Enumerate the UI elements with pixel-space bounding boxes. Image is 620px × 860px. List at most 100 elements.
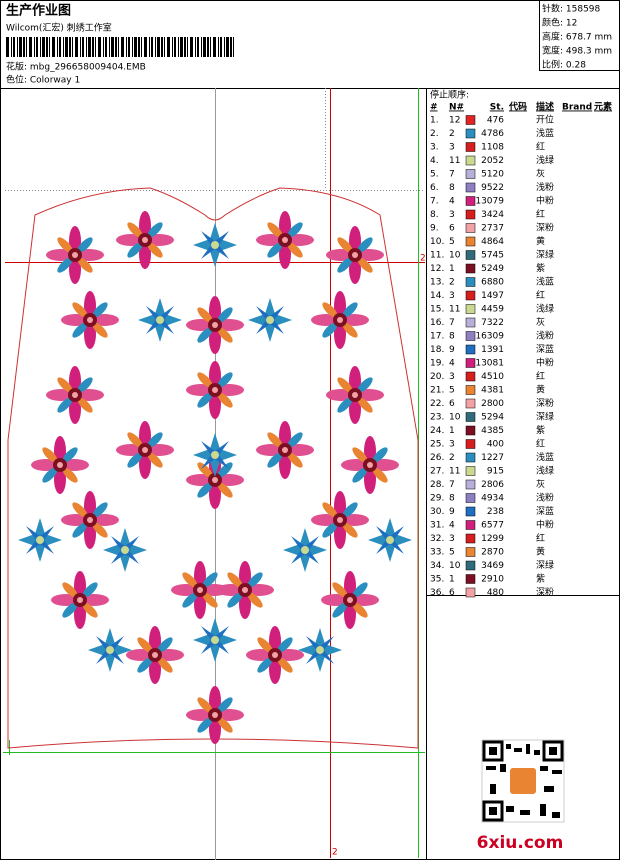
description: 深粉 <box>536 586 554 598</box>
needle: 3 <box>449 143 455 153</box>
color-swatch <box>465 560 476 571</box>
row-number: 4. <box>430 156 439 166</box>
needle: 4 <box>449 359 455 369</box>
row-number: 22. <box>430 399 444 409</box>
stitches: 2910 <box>481 575 504 585</box>
row-number: 12. <box>430 264 444 274</box>
row-number: 35. <box>430 575 444 585</box>
description: 红 <box>536 141 545 153</box>
stitches: 238 <box>487 507 504 517</box>
design-file: 花版: mbg_296658009404.EMB <box>6 61 146 73</box>
needle: 11 <box>449 467 460 477</box>
description: 中粉 <box>536 357 554 369</box>
description: 浅绿 <box>536 303 554 315</box>
stitches: 2800 <box>481 399 504 409</box>
color-swatch <box>465 236 476 247</box>
color-swatch <box>465 196 476 206</box>
stitches: 2737 <box>481 224 504 234</box>
color-swatch <box>465 520 476 530</box>
stitches: 1391 <box>481 345 504 355</box>
needle: 2 <box>449 453 455 463</box>
description: 灰 <box>536 316 545 328</box>
info-line: 宽度: 498.3 mm <box>542 45 612 57</box>
description: 灰 <box>536 478 545 490</box>
needle: 9 <box>449 507 455 517</box>
description: 浅蓝 <box>536 276 554 288</box>
stitches: 7322 <box>481 318 504 328</box>
needle: 7 <box>449 170 455 180</box>
color-swatch <box>465 169 476 179</box>
color-swatch <box>465 412 476 422</box>
stitches: 1108 <box>481 143 504 153</box>
description: 紫 <box>536 574 545 585</box>
row-number: 20. <box>430 372 444 382</box>
info-line: 颜色: 12 <box>542 17 577 29</box>
stitches: 5294 <box>481 413 504 423</box>
title: 生产作业图 <box>6 3 71 19</box>
needle: 1 <box>449 426 455 436</box>
stitches: 1299 <box>481 534 504 544</box>
description: 黄 <box>536 546 545 558</box>
row-number: 33. <box>430 548 444 558</box>
row-number: 18. <box>430 345 444 355</box>
stitches: 915 <box>487 467 504 477</box>
description: 灰 <box>536 168 545 180</box>
needle: 5 <box>449 237 455 247</box>
needle: 2 <box>449 129 455 139</box>
row-number: 13. <box>430 278 444 288</box>
color-swatch <box>465 574 476 584</box>
description: 浅粉 <box>536 181 554 193</box>
row-number: 19. <box>430 359 444 369</box>
column-header: 元素 <box>594 101 612 113</box>
guide-label: 2 <box>332 848 338 858</box>
needle: 8 <box>449 332 455 342</box>
description: 浅绿 <box>536 465 554 477</box>
description: 浅蓝 <box>536 451 554 463</box>
row-number: 16. <box>430 318 444 328</box>
row-number: 14. <box>430 291 444 301</box>
stitches: 480 <box>487 588 504 598</box>
column-header: Brand <box>562 103 592 113</box>
needle: 5 <box>449 548 455 558</box>
row-number: 17. <box>430 332 444 342</box>
stitches: 5745 <box>481 251 504 261</box>
needle: 5 <box>449 386 455 396</box>
color-swatch <box>465 587 476 598</box>
row-number: 5. <box>430 170 439 180</box>
stitches: 6577 <box>481 521 504 531</box>
needle: 9 <box>449 345 455 355</box>
qr-code <box>481 739 565 823</box>
color-swatch <box>465 331 476 341</box>
info-line: 比例: 0.28 <box>542 59 586 71</box>
color-swatch <box>465 182 476 193</box>
watermark: 6xiu.com <box>477 833 564 853</box>
row-number: 26. <box>430 453 444 463</box>
needle: 1 <box>449 264 455 274</box>
color-swatch <box>465 479 476 490</box>
row-number: 3. <box>430 143 439 153</box>
description: 红 <box>536 438 545 450</box>
row-number: 9. <box>430 224 439 234</box>
row-number: 1. <box>430 116 439 126</box>
info: 针数: 158598 颜色: 12 高度: 678.7 mm 宽度: 498.3 mm… <box>542 3 612 71</box>
stitches: 1227 <box>481 453 504 463</box>
stitches: 4864 <box>481 237 504 247</box>
color-swatch <box>465 155 476 166</box>
stitches: 2870 <box>481 548 504 558</box>
stitches: 3469 <box>481 561 504 571</box>
column-header: 描述 <box>536 101 554 113</box>
row-number: 30. <box>430 507 444 517</box>
needle: 12 <box>449 116 460 126</box>
needle: 7 <box>449 480 455 490</box>
description: 黄 <box>536 384 545 396</box>
color-swatch <box>465 398 476 409</box>
color-swatch <box>465 304 476 314</box>
description: 紫 <box>536 263 545 274</box>
row-number: 6. <box>430 183 439 193</box>
stitches: 4385 <box>481 426 504 436</box>
color-swatch <box>465 385 476 395</box>
stitches: 476 <box>487 116 504 126</box>
color-swatch <box>465 439 476 449</box>
needle: 3 <box>449 291 455 301</box>
